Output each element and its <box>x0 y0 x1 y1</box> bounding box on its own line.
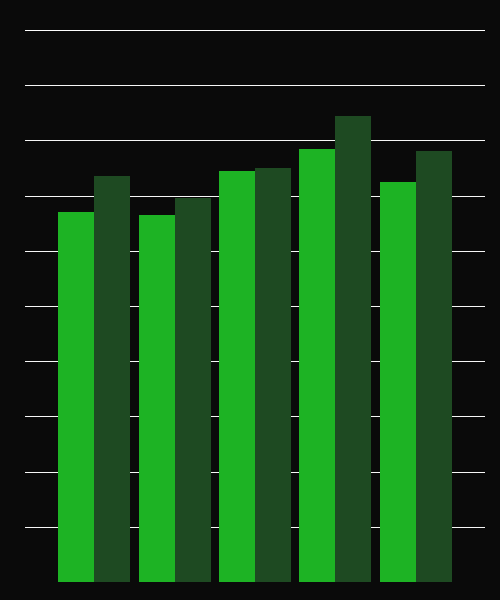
Bar <box>416 151 452 582</box>
Bar <box>300 149 336 582</box>
Bar <box>58 212 94 582</box>
Bar <box>219 171 255 582</box>
Bar <box>336 116 372 582</box>
Bar <box>94 176 130 582</box>
Bar <box>138 215 174 582</box>
Bar <box>255 168 291 582</box>
Bar <box>380 182 416 582</box>
Bar <box>174 199 210 582</box>
